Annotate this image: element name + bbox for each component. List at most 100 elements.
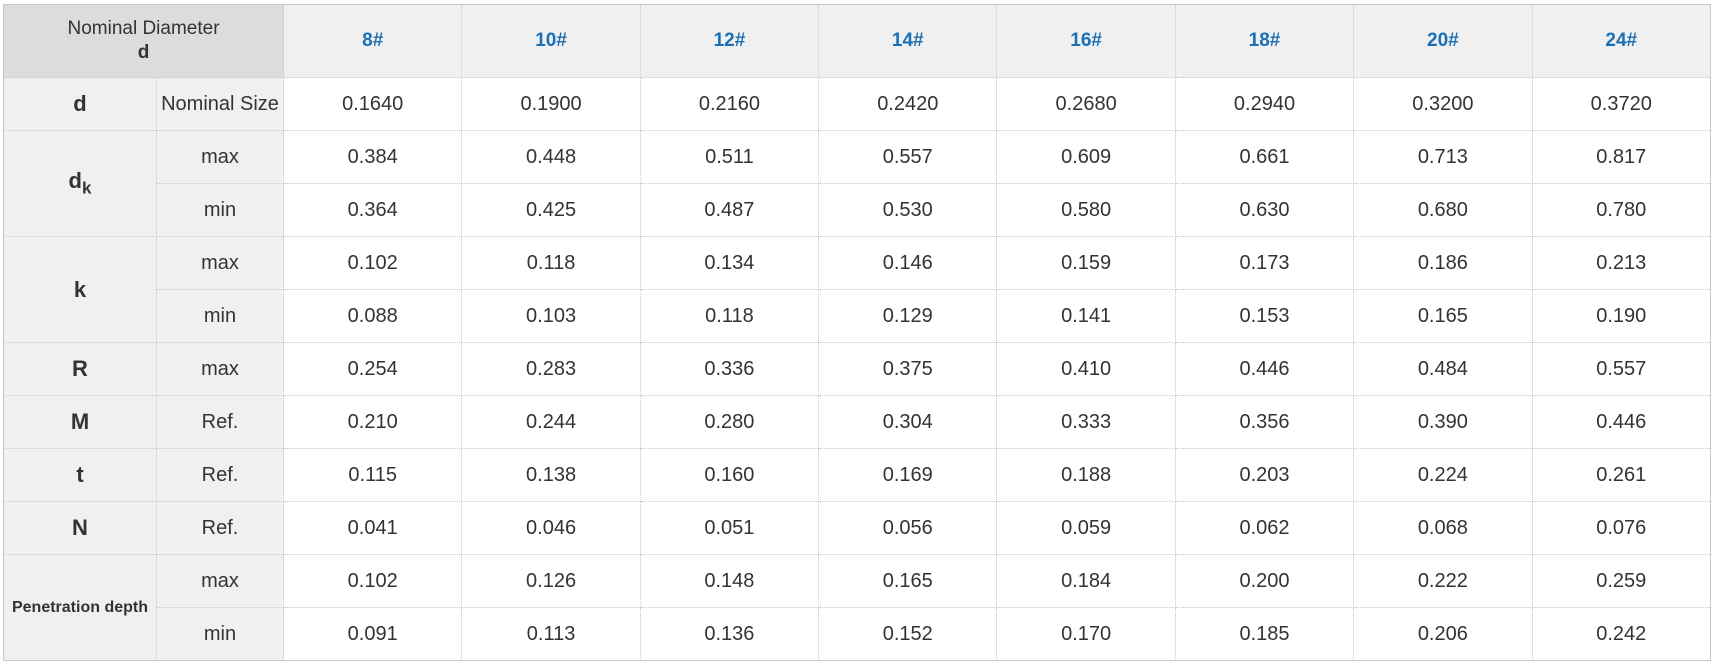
value-cell: 0.511	[639, 130, 820, 184]
value-cell: 0.169	[818, 448, 998, 502]
data-row: dk max 0.384 0.448 0.511 0.557 0.609 0.661 0.713…	[3, 130, 1712, 237]
value-cell: 0.557	[818, 130, 998, 184]
value-cell: 0.152	[818, 607, 998, 661]
row-type: min	[155, 183, 285, 237]
data-row: min 0.088 0.103 0.118 0.129 0.141 0.153 0.165 0.…	[4, 289, 1712, 343]
size-header: 12#	[639, 4, 820, 78]
value-cell: 0.630	[1174, 183, 1355, 237]
size-header: 14#	[818, 4, 998, 78]
value-cell: 0.184	[996, 554, 1176, 608]
corner-cell: Nominal Diameter d	[2, 4, 285, 78]
value-cell: 0.356	[1174, 395, 1355, 449]
value-cell: 0.126	[461, 554, 641, 608]
value-cell: 0.259	[1531, 554, 1712, 608]
value-cell: 0.113	[461, 607, 641, 661]
value-cell: 0.580	[996, 183, 1176, 237]
data-row: Penetration depth max 0.102 0.126 0.148 0.165…	[3, 554, 1712, 661]
value-cell: 0.102	[283, 554, 463, 608]
value-cell: 0.102	[283, 236, 463, 290]
group-symbol: M	[70, 409, 90, 434]
data-row: M Ref. 0.210 0.244 0.280 0.304 0.333 0.356 0.390…	[3, 395, 1712, 449]
value-cell: 0.364	[283, 183, 463, 237]
group-label: dk	[3, 130, 157, 237]
size-header: 8#	[283, 4, 463, 78]
row-type: max	[155, 130, 285, 184]
value-cell: 0.446	[1531, 395, 1712, 449]
group-label: t	[3, 448, 157, 502]
value-cell: 0.375	[818, 342, 998, 396]
value-cell: 0.051	[639, 501, 820, 555]
value-cell: 0.224	[1353, 448, 1533, 502]
value-cell: 0.188	[996, 448, 1176, 502]
value-cell: 0.261	[1531, 448, 1712, 502]
group-symbol: Penetration depth	[11, 598, 148, 616]
group-symbol: R	[72, 356, 88, 381]
size-header: 20#	[1353, 4, 1533, 78]
value-cell: 0.242	[1531, 607, 1712, 661]
size-header: 24#	[1531, 4, 1712, 78]
data-row: min 0.364 0.425 0.487 0.530 0.580 0.630 0.680 0.…	[4, 183, 1712, 237]
value-cell: 0.200	[1174, 554, 1355, 608]
data-row: min 0.091 0.113 0.136 0.152 0.170 0.185 0.206 0.…	[4, 607, 1712, 661]
value-cell: 0.283	[461, 342, 641, 396]
value-cell: 0.141	[996, 289, 1176, 343]
value-cell: 0.118	[461, 236, 641, 290]
group-label: k	[3, 236, 157, 343]
value-cell: 0.680	[1353, 183, 1533, 237]
value-cell: 0.446	[1174, 342, 1355, 396]
row-type: Ref.	[155, 448, 285, 502]
value-cell: 0.3200	[1353, 77, 1533, 131]
group-symbol: N	[72, 515, 88, 540]
group-symbol: k	[73, 276, 87, 302]
value-cell: 0.186	[1353, 236, 1533, 290]
value-cell: 0.041	[283, 501, 463, 555]
value-cell: 0.3720	[1531, 77, 1712, 131]
value-cell: 0.159	[996, 236, 1176, 290]
row-type: max	[155, 342, 285, 396]
row-type: max	[155, 236, 285, 290]
header-symbol: d	[137, 42, 150, 63]
value-cell: 0.244	[461, 395, 641, 449]
header-row: Nominal Diameter d 8# 10# 12# 14# 16# 18# 20# 24…	[2, 4, 1712, 78]
value-cell: 0.484	[1353, 342, 1533, 396]
value-cell: 0.333	[996, 395, 1176, 449]
value-cell: 0.210	[283, 395, 463, 449]
value-cell: 0.059	[996, 501, 1176, 555]
value-cell: 0.661	[1174, 130, 1355, 184]
value-cell: 0.1640	[283, 77, 463, 131]
row-type: Nominal Size	[155, 77, 285, 131]
value-cell: 0.138	[461, 448, 641, 502]
value-cell: 0.153	[1174, 289, 1355, 343]
data-row: t Ref. 0.115 0.138 0.160 0.169 0.188 0.203 0.224…	[3, 448, 1712, 502]
value-cell: 0.134	[639, 236, 820, 290]
value-cell: 0.304	[818, 395, 998, 449]
data-row: k max 0.102 0.118 0.134 0.146 0.159 0.173 0.186 0…	[3, 236, 1712, 343]
size-header: 18#	[1174, 4, 1355, 78]
value-cell: 0.222	[1353, 554, 1533, 608]
value-cell: 0.213	[1531, 236, 1712, 290]
value-cell: 0.2160	[639, 77, 820, 131]
value-cell: 0.713	[1353, 130, 1533, 184]
value-cell: 0.190	[1531, 289, 1712, 343]
value-cell: 0.2420	[818, 77, 998, 131]
value-cell: 0.046	[461, 501, 641, 555]
group-label: d	[3, 77, 157, 131]
value-cell: 0.206	[1353, 607, 1533, 661]
size-header: 16#	[996, 4, 1176, 78]
group-subscript: k	[81, 178, 92, 198]
value-cell: 0.160	[639, 448, 820, 502]
data-row: d Nominal Size 0.1640 0.1900 0.2160 0.2420 0.2…	[3, 77, 1712, 131]
value-cell: 0.410	[996, 342, 1176, 396]
group-label: N	[3, 501, 157, 555]
spec-table: Nominal Diameter d 8# 10# 12# 14# 16# 18# 20# 24…	[2, 4, 1712, 661]
value-cell: 0.390	[1353, 395, 1533, 449]
value-cell: 0.173	[1174, 236, 1355, 290]
value-cell: 0.780	[1531, 183, 1712, 237]
value-cell: 0.557	[1531, 342, 1712, 396]
group-symbol: d	[68, 168, 82, 194]
row-type: min	[155, 289, 285, 343]
value-cell: 0.062	[1174, 501, 1355, 555]
value-cell: 0.817	[1531, 130, 1712, 184]
